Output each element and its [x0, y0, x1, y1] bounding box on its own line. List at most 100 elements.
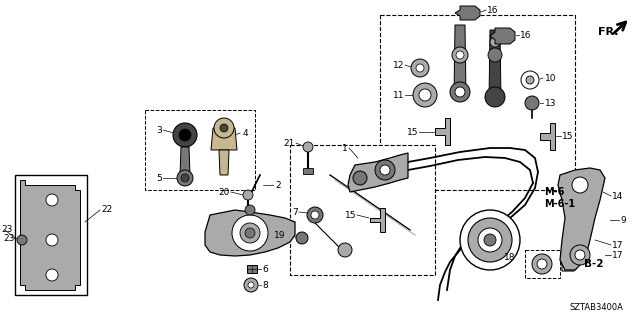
Text: 16: 16	[487, 5, 499, 14]
Bar	[525, 250, 560, 278]
Circle shape	[232, 215, 268, 251]
Text: 15: 15	[344, 211, 356, 220]
Circle shape	[375, 160, 395, 180]
Circle shape	[177, 170, 193, 186]
Text: 4: 4	[243, 129, 248, 138]
Polygon shape	[489, 30, 501, 100]
Circle shape	[46, 234, 58, 246]
Polygon shape	[490, 28, 515, 44]
Circle shape	[452, 47, 468, 63]
Polygon shape	[180, 147, 190, 175]
Text: 19: 19	[273, 230, 285, 239]
Text: FR.: FR.	[598, 27, 618, 37]
Bar	[15, 175, 87, 295]
Polygon shape	[562, 257, 580, 271]
Circle shape	[532, 254, 552, 274]
Polygon shape	[558, 168, 605, 270]
Circle shape	[413, 83, 437, 107]
Text: 16: 16	[520, 30, 531, 39]
Circle shape	[485, 87, 505, 107]
Circle shape	[245, 228, 255, 238]
Polygon shape	[370, 208, 385, 232]
Circle shape	[490, 37, 500, 47]
Bar	[303, 168, 313, 174]
Circle shape	[411, 59, 429, 77]
Circle shape	[303, 142, 313, 152]
Text: 20: 20	[219, 188, 230, 196]
Text: 14: 14	[612, 191, 623, 201]
Text: 15: 15	[562, 132, 573, 140]
Circle shape	[296, 232, 308, 244]
Text: 7: 7	[292, 207, 298, 217]
Circle shape	[243, 190, 253, 200]
Polygon shape	[435, 118, 450, 145]
Circle shape	[525, 96, 539, 110]
Polygon shape	[20, 180, 80, 290]
Circle shape	[220, 124, 228, 132]
Text: 11: 11	[392, 91, 404, 100]
Text: 1: 1	[342, 143, 348, 153]
Polygon shape	[219, 150, 229, 175]
Circle shape	[17, 235, 27, 245]
Polygon shape	[211, 128, 237, 150]
Circle shape	[468, 218, 512, 262]
Text: 10: 10	[545, 74, 557, 83]
Circle shape	[46, 269, 58, 281]
Circle shape	[46, 194, 58, 206]
Text: 8: 8	[262, 281, 268, 290]
Text: 21: 21	[284, 139, 295, 148]
Circle shape	[460, 210, 520, 270]
Circle shape	[419, 89, 431, 101]
Text: 15: 15	[406, 127, 418, 137]
Circle shape	[307, 207, 323, 223]
Text: 17: 17	[612, 241, 623, 250]
Bar	[145, 110, 255, 190]
Circle shape	[380, 165, 390, 175]
Circle shape	[338, 243, 352, 257]
Text: 6: 6	[262, 265, 268, 274]
Bar	[380, 15, 575, 190]
Text: B-2: B-2	[584, 259, 604, 269]
Circle shape	[478, 228, 502, 252]
Circle shape	[575, 250, 585, 260]
Circle shape	[248, 282, 254, 288]
Circle shape	[526, 76, 534, 84]
Circle shape	[488, 48, 502, 62]
Circle shape	[311, 211, 319, 219]
Text: 2: 2	[275, 180, 280, 189]
Bar	[247, 265, 257, 273]
Text: 13: 13	[545, 99, 557, 108]
Circle shape	[456, 51, 464, 59]
Circle shape	[353, 171, 367, 185]
Polygon shape	[348, 153, 408, 192]
Polygon shape	[540, 123, 555, 150]
Circle shape	[240, 223, 260, 243]
Text: 9: 9	[620, 215, 626, 225]
Circle shape	[244, 278, 258, 292]
Polygon shape	[454, 25, 466, 95]
Circle shape	[572, 177, 588, 193]
Text: SZTAB3400A: SZTAB3400A	[570, 303, 624, 312]
Text: 23: 23	[3, 234, 14, 243]
Circle shape	[245, 205, 255, 215]
Circle shape	[450, 82, 470, 102]
Text: M-6-1: M-6-1	[544, 199, 575, 209]
Text: 22: 22	[101, 204, 112, 213]
Text: 23: 23	[1, 225, 12, 234]
Circle shape	[484, 234, 496, 246]
Bar	[290, 145, 435, 275]
Polygon shape	[205, 210, 295, 256]
Bar	[243, 215, 253, 220]
Polygon shape	[455, 6, 480, 20]
Text: 3: 3	[156, 125, 162, 134]
Text: 12: 12	[392, 60, 404, 69]
Circle shape	[455, 87, 465, 97]
Circle shape	[179, 129, 191, 141]
Text: 17: 17	[612, 251, 623, 260]
Circle shape	[416, 64, 424, 72]
Circle shape	[214, 118, 234, 138]
Circle shape	[521, 71, 539, 89]
Circle shape	[537, 259, 547, 269]
Text: 18: 18	[504, 253, 515, 262]
Text: 5: 5	[156, 173, 162, 182]
